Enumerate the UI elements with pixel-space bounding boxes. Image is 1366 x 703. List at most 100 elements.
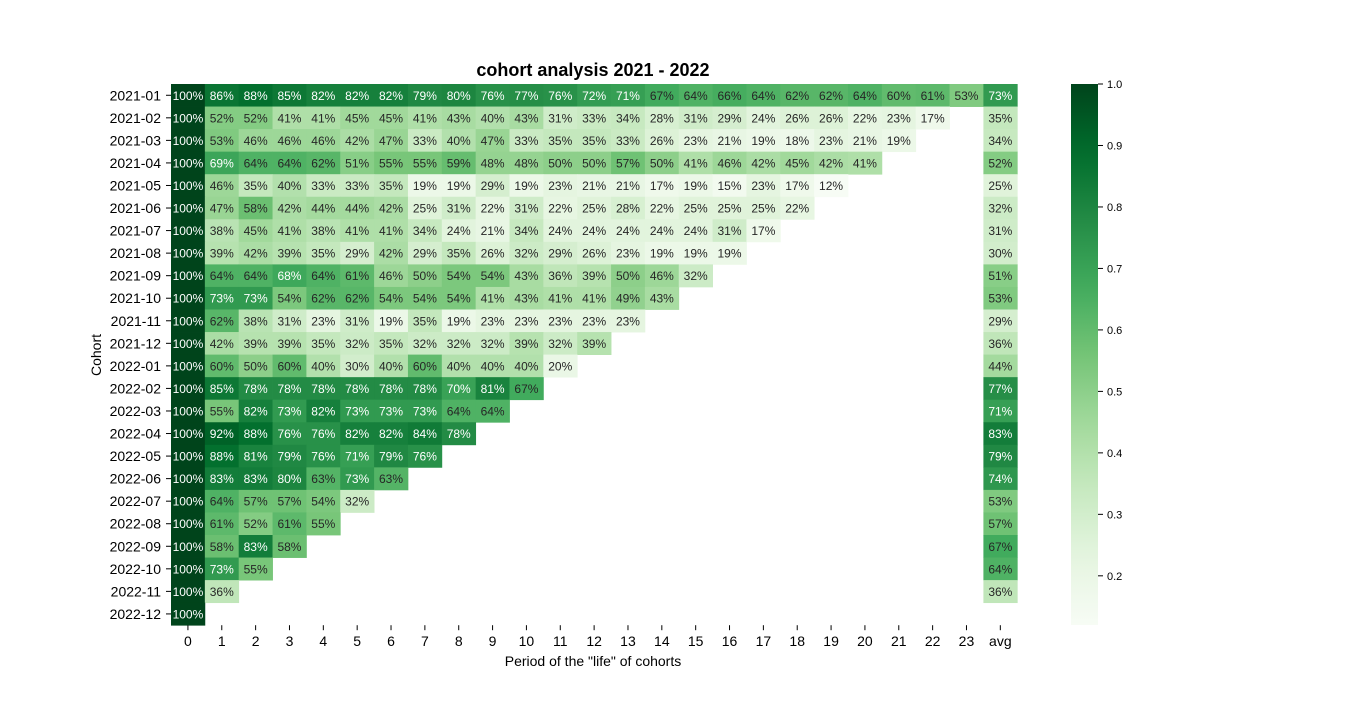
cell-value-label: 23%: [548, 179, 572, 193]
heatmap-cell: [611, 196, 646, 220]
heatmap-cell: [712, 219, 747, 243]
heatmap-cell: [238, 489, 273, 513]
heatmap-cell: [644, 196, 680, 220]
y-tick-label: 2022-04: [110, 426, 162, 442]
heatmap-cell: [848, 84, 883, 107]
heatmap-cell: [374, 174, 409, 198]
heatmap-cell: [441, 106, 477, 130]
cell-value-label: 46%: [244, 134, 268, 148]
cell-value-label: 19%: [887, 134, 911, 148]
heatmap-cell: [238, 264, 273, 288]
cell-value-label: 59%: [447, 156, 471, 170]
cell-value-label: 64%: [210, 495, 234, 509]
heatmap-cell: [204, 557, 240, 581]
cell-value-label: 25%: [718, 202, 742, 216]
heatmap-cell: [238, 151, 273, 175]
heatmap-cell: [374, 241, 409, 265]
heatmap-cell: [509, 151, 544, 175]
cell-value-label: 76%: [311, 427, 335, 441]
cell-value-label: 39%: [582, 269, 606, 283]
cell-value-label: 41%: [277, 224, 301, 238]
cell-value-label: 64%: [210, 269, 234, 283]
cell-value-label: 64%: [244, 156, 268, 170]
cell-value-label: 88%: [244, 427, 268, 441]
heatmap-cell: [238, 422, 273, 446]
heatmap-cell: [611, 309, 646, 333]
cell-value-label: 100%: [173, 202, 204, 216]
cell-value-label: 82%: [379, 427, 403, 441]
heatmap-cell: [407, 377, 443, 401]
cell-value-label: 76%: [277, 427, 301, 441]
cell-value-label: 29%: [718, 111, 742, 125]
heatmap-cell: [407, 444, 443, 468]
cell-value-label: 53%: [988, 495, 1012, 509]
cell-value-label: 83%: [244, 540, 268, 554]
heatmap-cell: [441, 151, 477, 175]
cell-value-label: 24%: [751, 111, 775, 125]
cell-value-label: 88%: [244, 89, 268, 103]
heatmap-cell: [678, 106, 713, 130]
cell-value-label: 53%: [954, 89, 978, 103]
cell-value-label: 54%: [481, 269, 505, 283]
cell-value-label: 61%: [277, 517, 301, 531]
heatmap-cell: [306, 422, 341, 446]
heatmap-cell: [407, 219, 443, 243]
cell-value-label: 57%: [277, 495, 301, 509]
heatmap-cell: [475, 219, 510, 243]
cell-value-label: 36%: [210, 585, 234, 599]
cell-value-label: 100%: [173, 540, 204, 554]
heatmap-cell: [407, 151, 443, 175]
cell-value-label: 19%: [447, 314, 471, 328]
heatmap-cell: [204, 467, 240, 491]
cell-value-label: 36%: [988, 585, 1012, 599]
cell-value-label: 24%: [650, 224, 674, 238]
cell-value-label: 24%: [582, 224, 606, 238]
cell-value-label: 88%: [210, 450, 234, 464]
heatmap-cell: [983, 535, 1018, 558]
cell-value-label: 29%: [345, 247, 369, 261]
heatmap-cell: [746, 196, 781, 220]
colorbar: [1071, 84, 1098, 625]
cell-value-label: 17%: [650, 179, 674, 193]
heatmap-cell: [306, 354, 341, 378]
heatmap-cell: [374, 286, 409, 310]
cell-value-label: 100%: [173, 292, 204, 306]
heatmap-cell: [509, 309, 544, 333]
heatmap-cell: [272, 332, 307, 355]
cell-value-label: 55%: [413, 156, 437, 170]
heatmap-cell: [171, 580, 206, 604]
heatmap-cell: [678, 196, 713, 220]
heatmap-cell: [171, 489, 206, 513]
cell-value-label: 45%: [244, 224, 268, 238]
cell-value-label: 40%: [481, 111, 505, 125]
cell-value-label: 52%: [988, 156, 1012, 170]
cell-value-label: 40%: [311, 359, 335, 373]
heatmap-cell: [475, 332, 510, 355]
cell-value-label: 82%: [345, 427, 369, 441]
heatmap-cell: [509, 354, 544, 378]
heatmap-cell: [306, 444, 341, 468]
heatmap-cell: [204, 129, 240, 153]
cell-value-label: 26%: [481, 247, 505, 261]
heatmap-cell: [712, 241, 747, 265]
heatmap-cell: [340, 241, 375, 265]
heatmap-cell: [746, 174, 781, 198]
cell-value-label: 64%: [481, 404, 505, 418]
cell-value-label: 50%: [244, 359, 268, 373]
heatmap-cell: [983, 332, 1018, 355]
heatmap-cell: [509, 219, 544, 243]
heatmap-cell: [611, 151, 646, 175]
cell-value-label: 24%: [684, 224, 708, 238]
cell-value-label: 62%: [210, 314, 234, 328]
cell-value-label: 25%: [684, 202, 708, 216]
heatmap-cell: [238, 399, 273, 423]
cell-value-label: 55%: [379, 156, 403, 170]
cell-value-label: 63%: [311, 472, 335, 486]
heatmap-cell: [374, 129, 409, 153]
cell-value-label: 39%: [277, 247, 301, 261]
cell-value-label: 21%: [853, 134, 877, 148]
heatmap-cell: [306, 84, 341, 107]
heatmap-cell: [983, 377, 1018, 401]
heatmap-cell: [577, 106, 612, 130]
